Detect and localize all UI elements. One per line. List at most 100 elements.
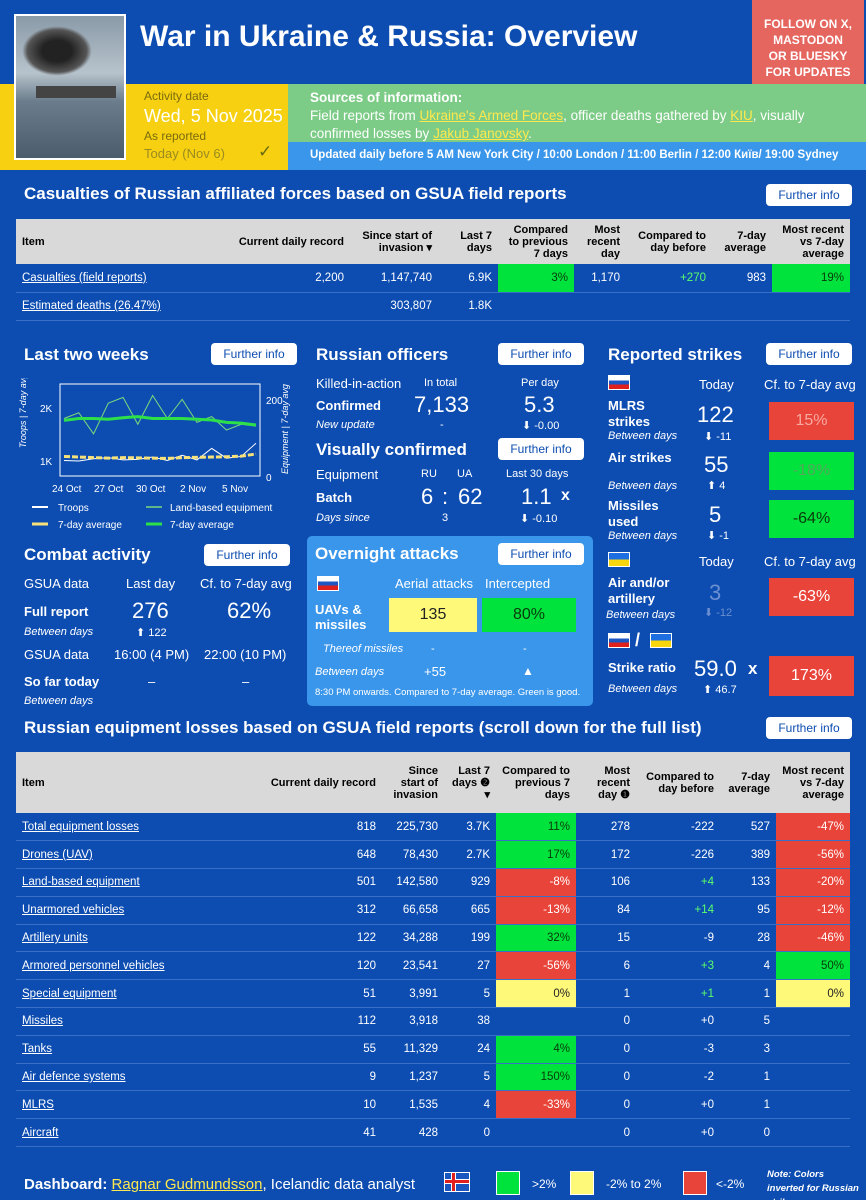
source-link-armed-forces[interactable]: Ukraine's Armed Forces — [419, 108, 564, 123]
cell: -46% — [776, 924, 850, 953]
cell: 120 — [260, 951, 382, 981]
sources-text: , officer deaths gathered by — [563, 108, 731, 123]
visual-title: Visually confirmed — [316, 440, 467, 459]
cell: 0 — [720, 1118, 776, 1148]
legend-yellow-swatch — [570, 1171, 594, 1195]
iceland-flag-icon — [444, 1172, 470, 1192]
table-header-row: Item Current daily record Since start of… — [16, 752, 850, 813]
new-update-label: New update — [316, 419, 375, 431]
cell — [772, 292, 850, 321]
cell: -47% — [776, 813, 850, 842]
col-header: Since start of invasion — [382, 752, 444, 813]
combat-further-info-button[interactable]: Further info — [204, 544, 290, 566]
officers-further-info-button[interactable]: Further info — [498, 343, 584, 365]
two-weeks-further-info-button[interactable]: Further info — [211, 343, 297, 365]
days-since-label: Days since — [316, 512, 370, 524]
row-link[interactable]: Drones (UAV) — [16, 840, 260, 870]
so-far-value-1: – — [148, 674, 156, 689]
between-days-label: Between days — [315, 666, 385, 678]
col-header: 7-day average — [720, 752, 776, 813]
col-header: 7-day average — [712, 219, 772, 264]
sources-text: Field reports from — [310, 108, 420, 123]
row-link[interactable]: Casualties (field reports) — [16, 264, 230, 293]
cell: 4% — [496, 1035, 576, 1064]
row-link[interactable]: MLRS — [16, 1090, 260, 1120]
row-link[interactable]: Artillery units — [16, 924, 260, 953]
cell: 172 — [576, 840, 636, 870]
row-link[interactable]: Armored personnel vehicles — [16, 951, 260, 981]
casualties-further-info-button[interactable]: Further info — [766, 184, 852, 206]
x-tick: 2 Nov — [180, 484, 206, 495]
between-value-1: +55 — [424, 664, 447, 679]
table-row: Artillery units 122 34,288 199 32% 15 -9 28 -46% — [16, 924, 850, 953]
cell: +0 — [636, 1007, 720, 1036]
row-link[interactable]: Aircraft — [16, 1118, 260, 1148]
ukraine-flag-icon — [650, 633, 672, 648]
table-row: Estimated deaths (26.47%) 303,807 1.8K — [16, 292, 850, 321]
footer-note: Note: Colors inverted for Russian strike… — [767, 1169, 859, 1200]
ukraine-flag-icon — [608, 552, 630, 567]
cell: 389 — [720, 840, 776, 870]
footer-label: Dashboard: — [24, 1176, 112, 1193]
source-link-janovsky[interactable]: Jakub Janovsky — [433, 126, 529, 141]
cell: 0 — [576, 1007, 636, 1036]
legend-red-label: <-2% — [716, 1177, 745, 1191]
cell: 15 — [576, 924, 636, 953]
table-row: Land-based equipment 501 142,580 929 -8% 106 +… — [16, 868, 850, 897]
full-report-value: 276 — [132, 598, 169, 623]
row-link[interactable]: Tanks — [16, 1035, 260, 1064]
overnight-further-info-button[interactable]: Further info — [498, 543, 584, 565]
row-link[interactable]: Unarmored vehicles — [16, 896, 260, 925]
air-strikes-label: Air strikes — [608, 450, 672, 465]
full-report-label: Full report — [24, 604, 89, 619]
cell: +1 — [636, 979, 720, 1009]
y-tick-left: 2K — [40, 404, 53, 415]
russia-flag-icon — [317, 576, 339, 591]
cell: 428 — [382, 1118, 444, 1148]
row-link[interactable]: Missiles — [16, 1007, 260, 1036]
legend-label: Land-based equipment — [170, 503, 273, 514]
follow-line: OR BLUESKY — [768, 49, 848, 63]
cell: 2.7K — [444, 840, 496, 870]
source-link-kiu[interactable]: KIU — [730, 108, 753, 123]
officers-title: Russian officers — [316, 345, 449, 364]
cell: +14 — [636, 896, 720, 925]
cell: 11,329 — [382, 1035, 444, 1064]
equipment-further-info-button[interactable]: Further info — [766, 717, 852, 739]
cell: 24 — [444, 1035, 496, 1064]
cell: +4 — [636, 868, 720, 897]
row-link[interactable]: Special equipment — [16, 979, 260, 1009]
col-header: Compared to day before — [626, 219, 712, 264]
author-link[interactable]: Ragnar Gudmundsson — [111, 1176, 263, 1193]
last-30-label: Last 30 days — [506, 468, 569, 480]
follow-banner[interactable]: FOLLOW ON X, MASTODON OR BLUESKY FOR UPD… — [752, 0, 864, 90]
row-link[interactable]: Estimated deaths (26.47%) — [16, 292, 230, 321]
cell: +0 — [636, 1118, 720, 1148]
cell: 106 — [576, 868, 636, 897]
y-tick-right: 0 — [266, 473, 272, 484]
strikes-further-info-button[interactable]: Further info — [766, 343, 852, 365]
cell: 142,580 — [382, 868, 444, 897]
full-report-delta: ⬆ 122 — [136, 627, 167, 639]
x-tick: 24 Oct — [52, 484, 82, 495]
row-link[interactable]: Air defence systems — [16, 1063, 260, 1092]
cell: 1,237 — [382, 1063, 444, 1092]
col-header[interactable]: Since start of invasion ▾ — [350, 219, 438, 264]
cell: 303,807 — [350, 292, 438, 321]
time-1: 16:00 (4 PM) — [114, 647, 190, 662]
as-reported-label: As reported — [144, 129, 207, 143]
check-icon: ✓ — [258, 142, 273, 161]
cell — [496, 1007, 576, 1036]
col-header: Last 7 days — [438, 219, 498, 264]
col-header[interactable]: Last 7 days ❷ ▾ — [444, 752, 496, 813]
gsua-label: GSUA data — [24, 576, 90, 591]
visual-further-info-button[interactable]: Further info — [498, 438, 584, 460]
cell: 225,730 — [382, 813, 444, 842]
equipment-table: Item Current daily record Since start of… — [16, 752, 850, 1148]
cell: 1,535 — [382, 1090, 444, 1120]
cell: 55 — [260, 1035, 382, 1064]
row-link[interactable]: Total equipment losses — [16, 813, 260, 842]
plot-frame — [59, 383, 261, 477]
combat-title: Combat activity — [24, 545, 151, 564]
row-link[interactable]: Land-based equipment — [16, 868, 260, 897]
